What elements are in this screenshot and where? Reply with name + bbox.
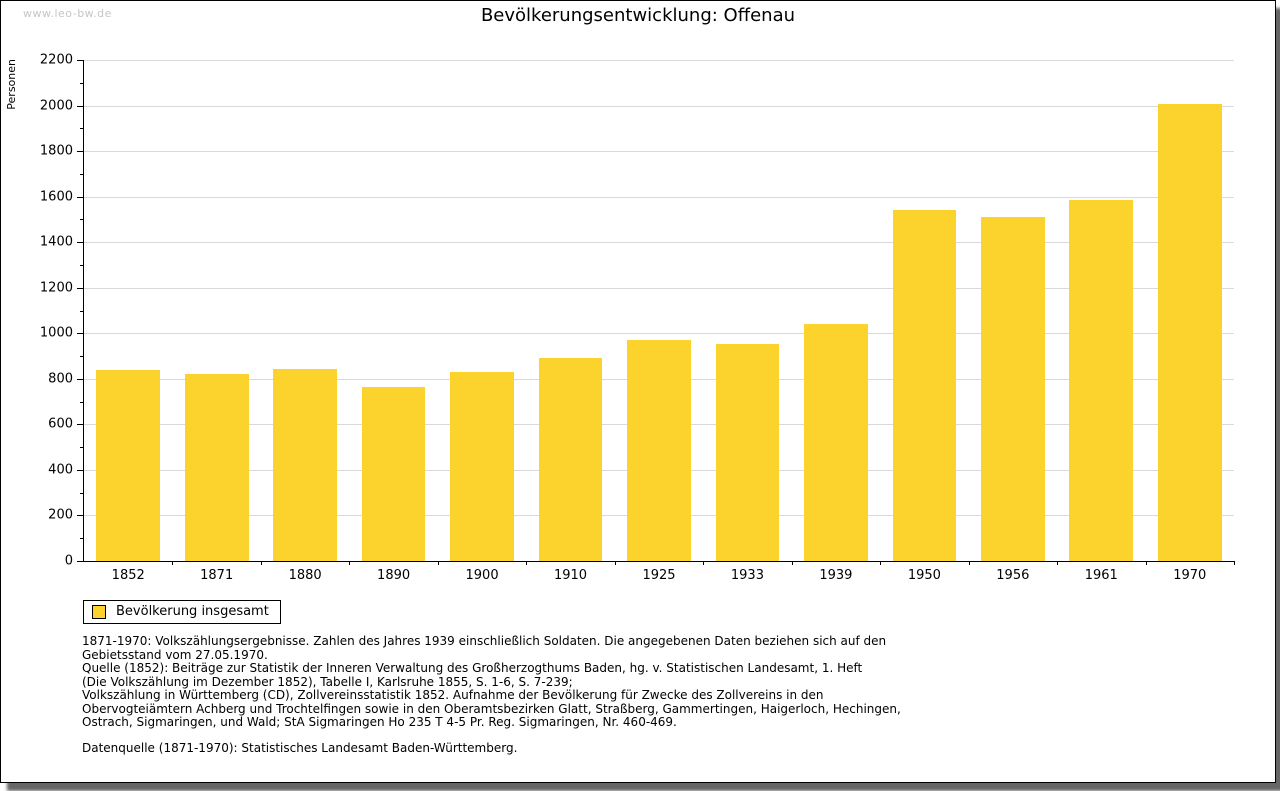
y-axis-minor-tick bbox=[80, 447, 84, 449]
y-axis-minor-tick bbox=[80, 538, 84, 540]
x-axis-tick bbox=[614, 561, 616, 565]
x-axis-tick bbox=[172, 561, 174, 565]
watermark: www.leo-bw.de bbox=[23, 7, 112, 20]
x-axis-label-1961: 1961 bbox=[1084, 568, 1118, 583]
footnote-line: Quelle (1852): Beiträge zur Statistik de… bbox=[82, 661, 863, 675]
x-axis-tick bbox=[1234, 561, 1235, 565]
y-axis-minor-tick bbox=[80, 401, 84, 403]
bar-1900 bbox=[450, 372, 514, 561]
x-axis-tick bbox=[1057, 561, 1059, 565]
y-axis-tick-label: 1000 bbox=[39, 325, 73, 341]
x-axis-label-1852: 1852 bbox=[111, 568, 145, 583]
x-axis-label-1950: 1950 bbox=[907, 568, 941, 583]
y-axis-tick-label: 200 bbox=[48, 507, 73, 523]
y-axis-tick-label: 1800 bbox=[39, 143, 73, 159]
x-axis-tick bbox=[791, 561, 793, 565]
x-axis-label-1871: 1871 bbox=[200, 568, 234, 583]
legend-swatch bbox=[92, 604, 106, 619]
y-axis-major-tick bbox=[77, 196, 84, 198]
bar-1890 bbox=[361, 386, 426, 561]
y-axis-label: Personen bbox=[5, 59, 18, 110]
y-axis-minor-tick bbox=[80, 82, 84, 84]
y-axis-major-tick bbox=[77, 469, 84, 471]
gridline bbox=[84, 242, 1234, 244]
legend-label: Bevölkerung insgesamt bbox=[116, 604, 269, 619]
gridline bbox=[84, 151, 1234, 153]
footnote-line: (Die Volkszählung im Dezember 1852), Tab… bbox=[82, 674, 573, 689]
bar-1880 bbox=[273, 368, 337, 561]
footnote-line: 1871-1970: Volkszählungsergebnisse. Zahl… bbox=[82, 634, 887, 648]
bar-1871 bbox=[184, 374, 249, 561]
footnote-line: Gebietsstand vom 27.05.1970. bbox=[82, 647, 268, 662]
x-axis-label-1890: 1890 bbox=[377, 568, 411, 583]
y-axis-minor-tick bbox=[80, 356, 84, 358]
datasource-line: Datenquelle (1871-1970): Statistisches L… bbox=[82, 741, 518, 755]
y-axis-major-tick bbox=[77, 561, 84, 562]
x-axis-tick bbox=[880, 561, 882, 565]
x-axis-label-1900: 1900 bbox=[465, 568, 499, 583]
footnotes: 1871-1970: Volkszählungsergebnisse. Zahl… bbox=[82, 634, 1222, 730]
x-axis-label-1925: 1925 bbox=[642, 568, 676, 583]
bar-1852 bbox=[96, 369, 161, 561]
x-axis-label-1910: 1910 bbox=[553, 568, 588, 583]
bar-1961 bbox=[1069, 200, 1134, 561]
x-axis-label-1939: 1939 bbox=[819, 568, 853, 583]
y-axis-tick-label: 2000 bbox=[39, 98, 73, 114]
y-axis-tick-label: 1600 bbox=[39, 189, 73, 205]
chart-title: Bevölkerungsentwicklung: Offenau bbox=[480, 5, 796, 26]
bar-1950 bbox=[892, 210, 957, 561]
gridline bbox=[84, 105, 1234, 107]
y-axis-major-tick bbox=[77, 105, 84, 107]
y-axis-tick-label: 2200 bbox=[39, 52, 73, 68]
footnote-line: Volkszählung in Württemberg (CD), Zollve… bbox=[82, 688, 824, 702]
x-axis-label-1970: 1970 bbox=[1173, 568, 1207, 583]
y-axis-minor-tick bbox=[80, 310, 84, 312]
y-axis-tick-label: 400 bbox=[48, 462, 73, 478]
bar-1933 bbox=[715, 343, 780, 561]
gridline bbox=[84, 287, 1234, 289]
plot-area: 0 200 400 600 800 1000 1200 1400 1600 1800 2000 220… bbox=[40, 53, 1235, 583]
x-axis-tick bbox=[1145, 561, 1147, 565]
x-axis-tick bbox=[349, 561, 351, 565]
y-axis-major-tick bbox=[77, 515, 84, 517]
y-axis-major-tick bbox=[77, 60, 84, 61]
bar-1970 bbox=[1157, 104, 1222, 561]
y-axis-minor-tick bbox=[80, 264, 84, 266]
bar-1956 bbox=[981, 217, 1045, 561]
x-axis-tick bbox=[526, 561, 528, 565]
legend: Bevölkerung insgesamt bbox=[83, 600, 281, 624]
y-axis-major-tick bbox=[77, 424, 84, 426]
y-axis-minor-tick bbox=[80, 492, 84, 494]
bar-1925 bbox=[627, 340, 691, 561]
bar-1939 bbox=[804, 324, 868, 561]
x-axis-tick bbox=[260, 561, 262, 565]
gridline bbox=[84, 196, 1234, 198]
x-axis-tick bbox=[703, 561, 705, 565]
y-axis-major-tick bbox=[77, 242, 84, 244]
x-axis-label-1933: 1933 bbox=[730, 568, 764, 583]
y-axis-tick-label: 1200 bbox=[39, 280, 73, 296]
y-axis-tick-label: 600 bbox=[48, 416, 73, 432]
y-axis-minor-tick bbox=[80, 219, 84, 221]
y-axis-major-tick bbox=[77, 378, 84, 380]
bar-1910 bbox=[538, 358, 603, 561]
footnote-line: Obervogteiämtern Achberg und Trochtelfin… bbox=[82, 701, 901, 716]
y-axis-tick-label: 1400 bbox=[39, 234, 73, 250]
y-axis-major-tick bbox=[77, 287, 84, 289]
x-axis-label-1956: 1956 bbox=[996, 568, 1030, 583]
gridline bbox=[84, 60, 1234, 61]
y-axis-minor-tick bbox=[80, 173, 84, 175]
y-axis-tick-label: 800 bbox=[48, 371, 73, 387]
y-axis-major-tick bbox=[77, 151, 84, 153]
x-axis-tick bbox=[968, 561, 970, 565]
gridline bbox=[84, 333, 1234, 335]
footnote-line: Ostrach, Sigmaringen, und Wald; StA Sigm… bbox=[82, 715, 677, 729]
x-axis-tick bbox=[437, 561, 439, 565]
y-axis-tick-label: 0 bbox=[64, 553, 73, 569]
y-axis-minor-tick bbox=[80, 128, 84, 130]
x-axis-label-1880: 1880 bbox=[288, 568, 322, 583]
y-axis-major-tick bbox=[77, 333, 84, 335]
